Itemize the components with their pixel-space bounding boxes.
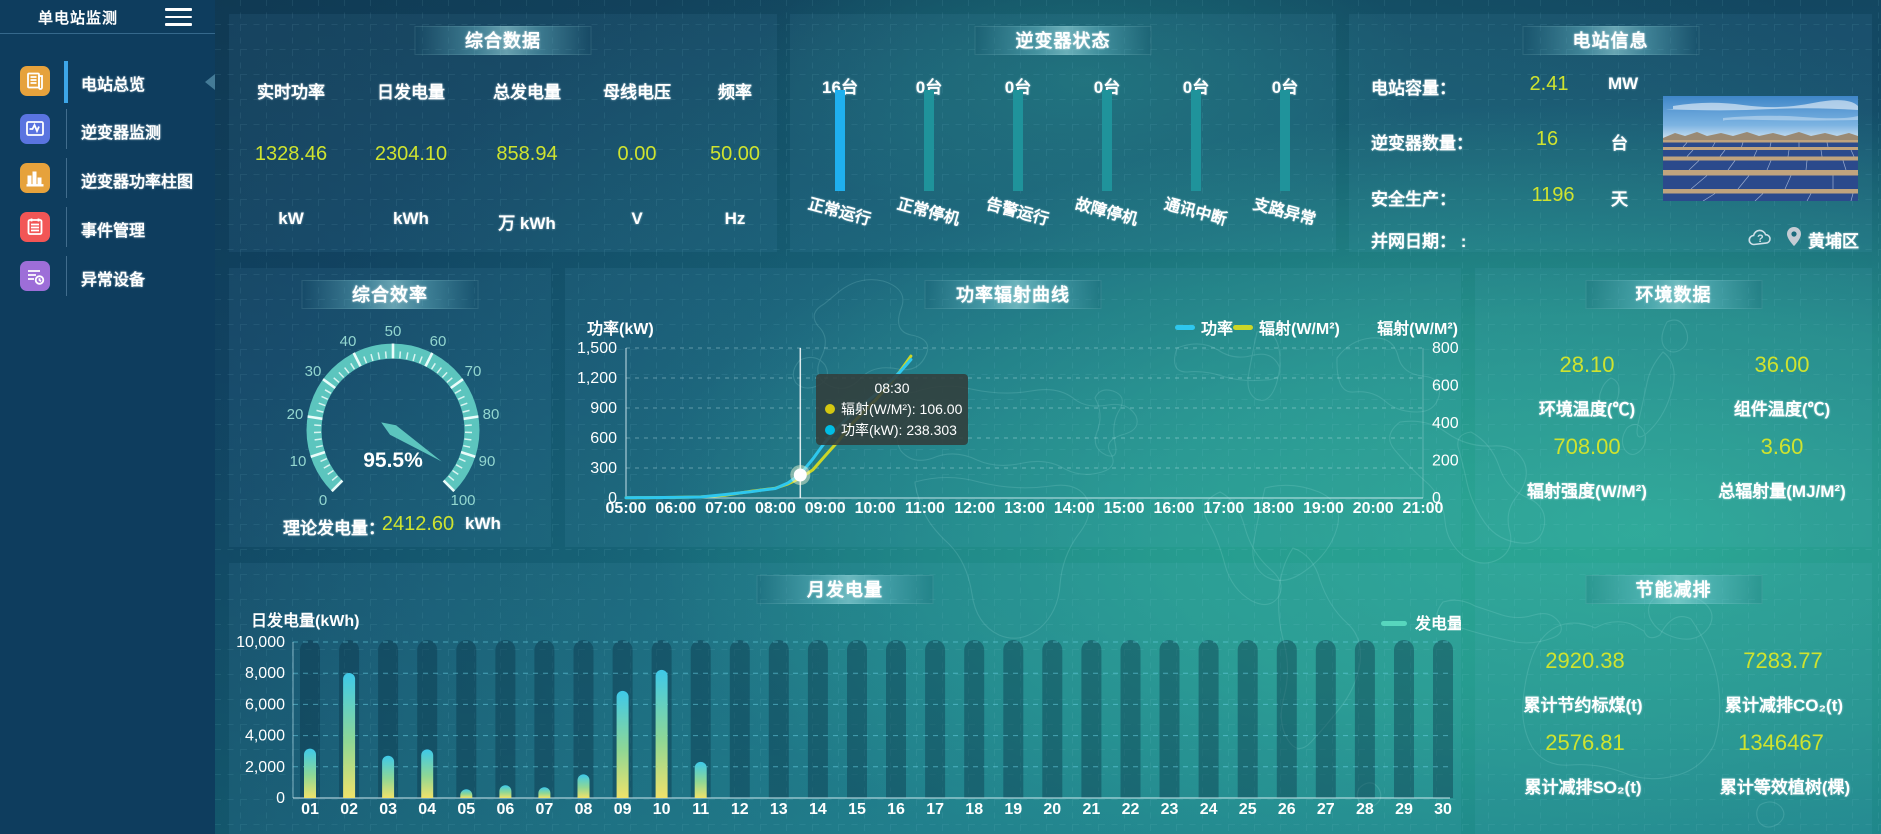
svg-text:12: 12 [731, 801, 749, 818]
svg-text:29: 29 [1395, 801, 1413, 818]
svg-text:14:00: 14:00 [1054, 500, 1095, 517]
svg-text:26: 26 [1278, 801, 1296, 818]
svg-text:21: 21 [1083, 801, 1101, 818]
svg-text:30: 30 [1434, 801, 1452, 818]
svg-text:09: 09 [614, 801, 632, 818]
svg-text:21:00: 21:00 [1403, 500, 1444, 517]
svg-text:800: 800 [1432, 340, 1459, 357]
svg-text:22: 22 [1122, 801, 1140, 818]
svg-text:10: 10 [653, 801, 671, 818]
svg-text:900: 900 [590, 400, 617, 417]
svg-text:16: 16 [887, 801, 905, 818]
svg-text:04: 04 [418, 801, 436, 818]
svg-text:05:00: 05:00 [606, 500, 647, 517]
svg-text:06:00: 06:00 [655, 500, 696, 517]
svg-text:日发电量(kWh): 日发电量(kWh) [251, 611, 359, 630]
svg-text:8,000: 8,000 [245, 665, 285, 682]
svg-text:27: 27 [1317, 801, 1335, 818]
svg-text:400: 400 [1432, 415, 1459, 432]
svg-text:10,000: 10,000 [236, 634, 285, 651]
svg-text:24: 24 [1200, 801, 1218, 818]
svg-text:12:00: 12:00 [954, 500, 995, 517]
svg-text:03: 03 [379, 801, 397, 818]
svg-text:23: 23 [1161, 801, 1179, 818]
svg-text:0: 0 [1432, 490, 1441, 507]
svg-text:20: 20 [287, 406, 304, 423]
svg-text:1,500: 1,500 [577, 340, 617, 357]
svg-text:10:00: 10:00 [855, 500, 896, 517]
svg-text:15: 15 [848, 801, 866, 818]
svg-text:95.5%: 95.5% [363, 449, 423, 472]
svg-text:0: 0 [276, 790, 285, 807]
svg-text:70: 70 [465, 363, 482, 380]
svg-text:09:00: 09:00 [805, 500, 846, 517]
svg-text:功率(kW): 功率(kW) [587, 319, 654, 338]
svg-text:1,200: 1,200 [577, 370, 617, 387]
svg-text:40: 40 [340, 333, 357, 350]
svg-text:辐射(W/M²): 辐射(W/M²) [1259, 319, 1340, 338]
svg-text:50: 50 [385, 323, 402, 340]
svg-text:60: 60 [430, 333, 447, 350]
svg-text:17:00: 17:00 [1203, 500, 1244, 517]
svg-text:4,000: 4,000 [245, 728, 285, 745]
svg-text:28: 28 [1356, 801, 1374, 818]
svg-text:17: 17 [926, 801, 944, 818]
svg-text:0: 0 [319, 492, 327, 509]
svg-text:辐射(W/M²): 辐射(W/M²) [1377, 319, 1458, 338]
svg-text:05: 05 [457, 801, 475, 818]
svg-text:07: 07 [536, 801, 554, 818]
svg-text:02: 02 [340, 801, 358, 818]
svg-text:100: 100 [450, 492, 475, 509]
svg-text:19: 19 [1004, 801, 1022, 818]
svg-text:01: 01 [301, 801, 319, 818]
svg-text:2,000: 2,000 [245, 759, 285, 776]
svg-text:0: 0 [608, 490, 617, 507]
svg-text:11:00: 11:00 [905, 500, 945, 517]
svg-text:16:00: 16:00 [1153, 500, 1194, 517]
svg-text:90: 90 [479, 453, 496, 470]
svg-text:07:00: 07:00 [705, 500, 746, 517]
svg-text:6,000: 6,000 [245, 696, 285, 713]
svg-text:14: 14 [809, 801, 827, 818]
svg-text:300: 300 [590, 460, 617, 477]
svg-text:19:00: 19:00 [1303, 500, 1344, 517]
svg-text:13:00: 13:00 [1004, 500, 1045, 517]
svg-text:13: 13 [770, 801, 788, 818]
svg-text:20: 20 [1043, 801, 1061, 818]
svg-text:600: 600 [1432, 378, 1459, 395]
svg-text:30: 30 [305, 363, 322, 380]
svg-text:功率: 功率 [1201, 319, 1233, 338]
svg-text:?: ? [1757, 233, 1764, 245]
svg-text:20:00: 20:00 [1353, 500, 1394, 517]
svg-text:25: 25 [1239, 801, 1257, 818]
svg-text:18: 18 [965, 801, 983, 818]
svg-text:80: 80 [483, 406, 500, 423]
svg-text:08: 08 [575, 801, 593, 818]
svg-text:200: 200 [1432, 453, 1459, 470]
svg-text:发电量: 发电量 [1414, 614, 1461, 633]
svg-text:18:00: 18:00 [1253, 500, 1294, 517]
svg-text:11: 11 [692, 801, 709, 818]
svg-text:15:00: 15:00 [1104, 500, 1145, 517]
svg-text:10: 10 [290, 453, 307, 470]
svg-text:06: 06 [497, 801, 515, 818]
svg-text:600: 600 [590, 430, 617, 447]
svg-text:08:00: 08:00 [755, 500, 796, 517]
